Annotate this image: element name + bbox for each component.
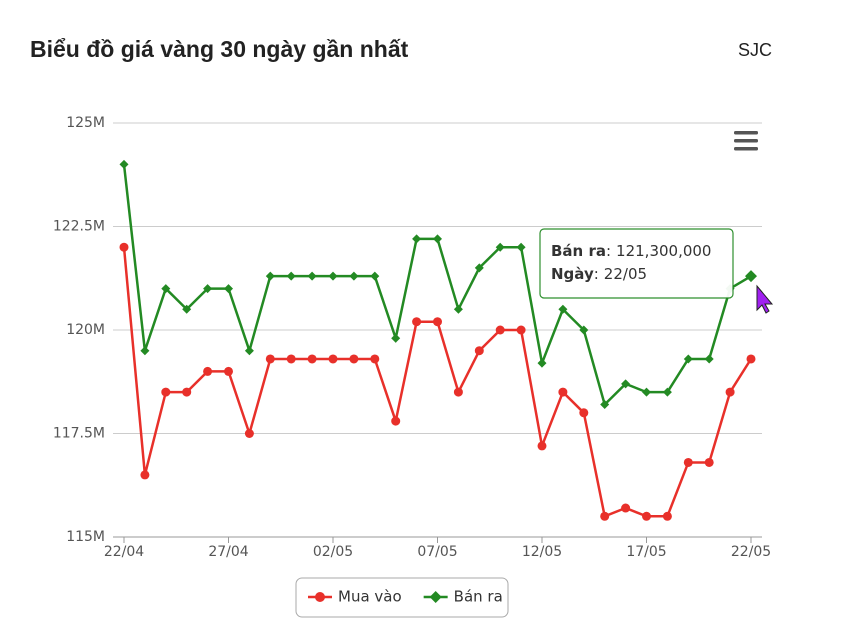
point [433,234,442,244]
point [516,325,526,335]
menu-bar [734,139,758,143]
point [140,346,150,356]
point [704,354,714,364]
menu-icon[interactable] [734,131,758,151]
point [244,346,254,356]
x-tick-label: 07/05 [417,544,457,560]
tooltip-text: 121,300,000 [616,242,711,260]
point [433,317,442,327]
y-tick-label: 125M [66,115,105,131]
point [391,333,401,343]
point [683,354,693,364]
point [370,354,380,364]
point [370,271,380,281]
point [182,304,192,314]
point [307,271,317,281]
point [244,429,254,438]
x-tick-label: 22/05 [731,544,771,560]
point [579,408,589,418]
point [453,304,463,314]
point [182,387,192,397]
legend-marker [429,591,442,603]
y-tick-label: 120M [66,322,105,338]
point [412,317,422,327]
point [662,387,672,397]
legend-label: Bán ra [454,588,503,606]
point [286,354,296,364]
point [474,263,484,273]
point [662,511,672,521]
point [203,284,213,294]
point [642,387,651,397]
point [558,387,568,397]
point [328,271,338,281]
point [412,234,422,244]
tooltip-text: : [594,265,599,283]
tooltip-line: Bán ra: 121,300,000 [551,242,711,260]
point [558,304,568,314]
point [600,511,610,521]
y-tick-label: 115M [66,529,105,545]
point [745,270,757,283]
point [224,284,233,294]
point [119,159,129,169]
tooltip-text: Ngày [551,265,594,283]
point [495,325,505,335]
point [600,400,610,410]
tooltip-box [539,228,734,299]
point [391,416,401,426]
y-tick-label: 122.5M [53,219,105,235]
menu-bar [734,131,758,135]
point [516,242,526,252]
point [746,354,756,364]
point [349,271,359,281]
legend-label: Mua vào [338,588,402,606]
point [495,242,505,252]
x-tick-label: 17/05 [626,544,666,560]
point [286,271,296,281]
x-tick-label: 27/04 [208,544,248,560]
tooltip-text: Bán ra [551,242,606,260]
point [265,354,275,364]
point [453,387,463,397]
x-tick-label: 12/05 [522,544,562,560]
point [704,457,714,467]
menu-bar [734,147,758,151]
point [307,354,317,364]
point [119,242,129,252]
y-tick-label: 117.5M [53,426,105,442]
legend-marker [315,592,325,602]
point [579,325,589,335]
tooltip-text: 22/05 [604,265,647,283]
x-tick-label: 22/04 [104,544,144,560]
x-tick-label: 02/05 [313,544,353,560]
point [265,271,275,281]
point [224,366,233,376]
point [642,511,651,521]
tooltip-line: Ngày: 22/05 [551,265,647,283]
point [621,503,631,513]
legend-box [295,577,509,618]
point [474,346,484,356]
point [621,379,631,389]
point [140,470,150,480]
point [683,457,693,467]
page-title: Biểu đồ giá vàng 30 ngày gần nhất [30,36,409,62]
point [161,387,171,397]
point [203,366,213,376]
tooltip-text: : [606,242,611,260]
cursor [756,284,774,314]
point [328,354,338,364]
brand: SJC [738,40,773,60]
point [161,284,171,294]
point [725,387,735,397]
point [537,441,547,451]
point [349,354,359,364]
point [537,358,547,368]
